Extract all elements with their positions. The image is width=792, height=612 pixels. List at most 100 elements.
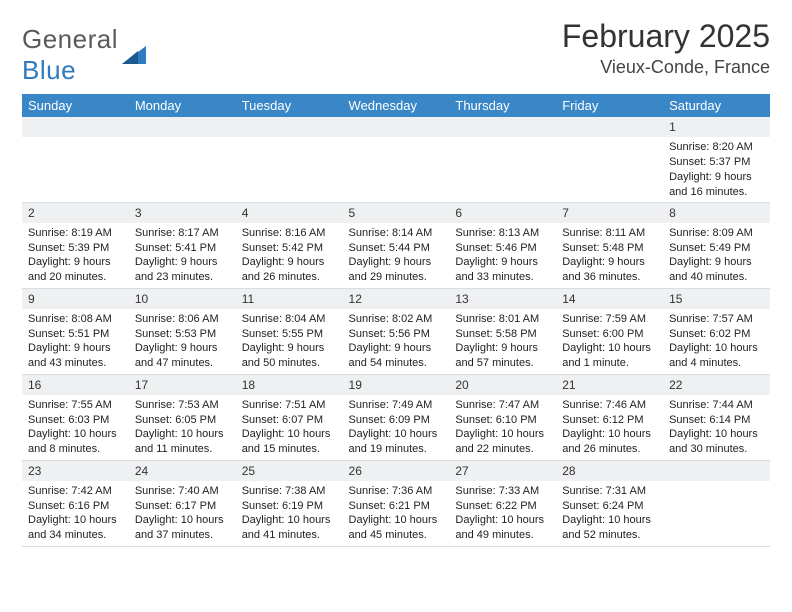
sunrise-text: Sunrise: 8:01 AM — [455, 312, 550, 327]
day-number: 23 — [22, 461, 129, 481]
day-details: Sunrise: 7:51 AMSunset: 6:07 PMDaylight:… — [236, 395, 343, 459]
brand-word-1: General — [22, 24, 118, 54]
daylight-line-2: and 34 minutes. — [28, 528, 123, 543]
sunset-text: Sunset: 5:37 PM — [669, 155, 764, 170]
sunset-text: Sunset: 5:51 PM — [28, 327, 123, 342]
daylight-line-1: Daylight: 10 hours — [455, 427, 550, 442]
day-details: Sunrise: 7:49 AMSunset: 6:09 PMDaylight:… — [343, 395, 450, 459]
day-number: 11 — [236, 289, 343, 309]
weekday-header: Friday — [556, 94, 663, 117]
calendar-week-row: 23Sunrise: 7:42 AMSunset: 6:16 PMDayligh… — [22, 460, 770, 546]
day-details: Sunrise: 7:38 AMSunset: 6:19 PMDaylight:… — [236, 481, 343, 545]
calendar-day-cell: 1Sunrise: 8:20 AMSunset: 5:37 PMDaylight… — [663, 117, 770, 202]
calendar-day-cell: 9Sunrise: 8:08 AMSunset: 5:51 PMDaylight… — [22, 288, 129, 374]
daylight-line-2: and 11 minutes. — [135, 442, 230, 457]
day-number: 3 — [129, 203, 236, 223]
sunrise-text: Sunrise: 7:44 AM — [669, 398, 764, 413]
calendar-day-cell: 12Sunrise: 8:02 AMSunset: 5:56 PMDayligh… — [343, 288, 450, 374]
daylight-line-2: and 16 minutes. — [669, 185, 764, 200]
calendar-day-cell — [343, 117, 450, 202]
day-details: Sunrise: 8:19 AMSunset: 5:39 PMDaylight:… — [22, 223, 129, 287]
header: General Blue February 2025 Vieux-Conde, … — [22, 18, 770, 86]
daylight-line-1: Daylight: 10 hours — [349, 427, 444, 442]
sunrise-text: Sunrise: 8:19 AM — [28, 226, 123, 241]
sunset-text: Sunset: 5:46 PM — [455, 241, 550, 256]
day-details: Sunrise: 8:08 AMSunset: 5:51 PMDaylight:… — [22, 309, 129, 373]
sunrise-text: Sunrise: 7:57 AM — [669, 312, 764, 327]
day-number: 22 — [663, 375, 770, 395]
calendar-day-cell: 17Sunrise: 7:53 AMSunset: 6:05 PMDayligh… — [129, 374, 236, 460]
sunrise-text: Sunrise: 7:38 AM — [242, 484, 337, 499]
sunrise-text: Sunrise: 8:17 AM — [135, 226, 230, 241]
location-subtitle: Vieux-Conde, France — [562, 57, 770, 78]
daylight-line-2: and 26 minutes. — [562, 442, 657, 457]
daylight-line-2: and 15 minutes. — [242, 442, 337, 457]
calendar-day-cell: 11Sunrise: 8:04 AMSunset: 5:55 PMDayligh… — [236, 288, 343, 374]
calendar-day-cell — [556, 117, 663, 202]
day-details: Sunrise: 8:13 AMSunset: 5:46 PMDaylight:… — [449, 223, 556, 287]
day-details: Sunrise: 8:01 AMSunset: 5:58 PMDaylight:… — [449, 309, 556, 373]
page-title: February 2025 — [562, 18, 770, 55]
day-details: Sunrise: 7:44 AMSunset: 6:14 PMDaylight:… — [663, 395, 770, 459]
calendar-day-cell: 16Sunrise: 7:55 AMSunset: 6:03 PMDayligh… — [22, 374, 129, 460]
daylight-line-2: and 49 minutes. — [455, 528, 550, 543]
calendar-day-cell: 28Sunrise: 7:31 AMSunset: 6:24 PMDayligh… — [556, 460, 663, 546]
daylight-line-2: and 33 minutes. — [455, 270, 550, 285]
calendar-day-cell: 24Sunrise: 7:40 AMSunset: 6:17 PMDayligh… — [129, 460, 236, 546]
day-number: 21 — [556, 375, 663, 395]
calendar-day-cell: 2Sunrise: 8:19 AMSunset: 5:39 PMDaylight… — [22, 202, 129, 288]
daylight-line-1: Daylight: 9 hours — [242, 255, 337, 270]
day-details: Sunrise: 8:04 AMSunset: 5:55 PMDaylight:… — [236, 309, 343, 373]
calendar-day-cell — [663, 460, 770, 546]
day-number: 24 — [129, 461, 236, 481]
sunrise-text: Sunrise: 7:51 AM — [242, 398, 337, 413]
daylight-line-2: and 54 minutes. — [349, 356, 444, 371]
calendar-day-cell — [129, 117, 236, 202]
daylight-line-1: Daylight: 9 hours — [455, 341, 550, 356]
calendar-week-row: 1Sunrise: 8:20 AMSunset: 5:37 PMDaylight… — [22, 117, 770, 202]
daylight-line-1: Daylight: 10 hours — [669, 427, 764, 442]
calendar-day-cell: 27Sunrise: 7:33 AMSunset: 6:22 PMDayligh… — [449, 460, 556, 546]
daylight-line-2: and 41 minutes. — [242, 528, 337, 543]
sunrise-text: Sunrise: 8:20 AM — [669, 140, 764, 155]
sunset-text: Sunset: 6:14 PM — [669, 413, 764, 428]
day-details: Sunrise: 7:33 AMSunset: 6:22 PMDaylight:… — [449, 481, 556, 545]
daylight-line-2: and 30 minutes. — [669, 442, 764, 457]
sunset-text: Sunset: 5:48 PM — [562, 241, 657, 256]
day-number: 6 — [449, 203, 556, 223]
day-details: Sunrise: 7:40 AMSunset: 6:17 PMDaylight:… — [129, 481, 236, 545]
daylight-line-1: Daylight: 10 hours — [562, 513, 657, 528]
weekday-header: Tuesday — [236, 94, 343, 117]
daylight-line-2: and 29 minutes. — [349, 270, 444, 285]
sunrise-text: Sunrise: 7:33 AM — [455, 484, 550, 499]
day-details: Sunrise: 7:53 AMSunset: 6:05 PMDaylight:… — [129, 395, 236, 459]
day-number: 16 — [22, 375, 129, 395]
day-number: 28 — [556, 461, 663, 481]
sunrise-text: Sunrise: 7:31 AM — [562, 484, 657, 499]
brand-word-2: Blue — [22, 55, 76, 85]
weekday-header: Saturday — [663, 94, 770, 117]
sunset-text: Sunset: 6:22 PM — [455, 499, 550, 514]
sunrise-text: Sunrise: 8:04 AM — [242, 312, 337, 327]
sunset-text: Sunset: 5:44 PM — [349, 241, 444, 256]
day-number: 20 — [449, 375, 556, 395]
daylight-line-2: and 37 minutes. — [135, 528, 230, 543]
calendar-day-cell: 4Sunrise: 8:16 AMSunset: 5:42 PMDaylight… — [236, 202, 343, 288]
sunset-text: Sunset: 6:00 PM — [562, 327, 657, 342]
daylight-line-2: and 57 minutes. — [455, 356, 550, 371]
daylight-line-2: and 8 minutes. — [28, 442, 123, 457]
daylight-line-2: and 19 minutes. — [349, 442, 444, 457]
day-number — [22, 117, 129, 137]
daylight-line-1: Daylight: 10 hours — [135, 513, 230, 528]
weekday-header: Thursday — [449, 94, 556, 117]
day-number: 8 — [663, 203, 770, 223]
daylight-line-2: and 36 minutes. — [562, 270, 657, 285]
calendar-page: General Blue February 2025 Vieux-Conde, … — [0, 0, 792, 612]
day-details: Sunrise: 8:02 AMSunset: 5:56 PMDaylight:… — [343, 309, 450, 373]
day-number: 7 — [556, 203, 663, 223]
daylight-line-2: and 23 minutes. — [135, 270, 230, 285]
sunset-text: Sunset: 5:39 PM — [28, 241, 123, 256]
daylight-line-1: Daylight: 9 hours — [455, 255, 550, 270]
calendar-table: Sunday Monday Tuesday Wednesday Thursday… — [22, 94, 770, 547]
day-details: Sunrise: 7:47 AMSunset: 6:10 PMDaylight:… — [449, 395, 556, 459]
